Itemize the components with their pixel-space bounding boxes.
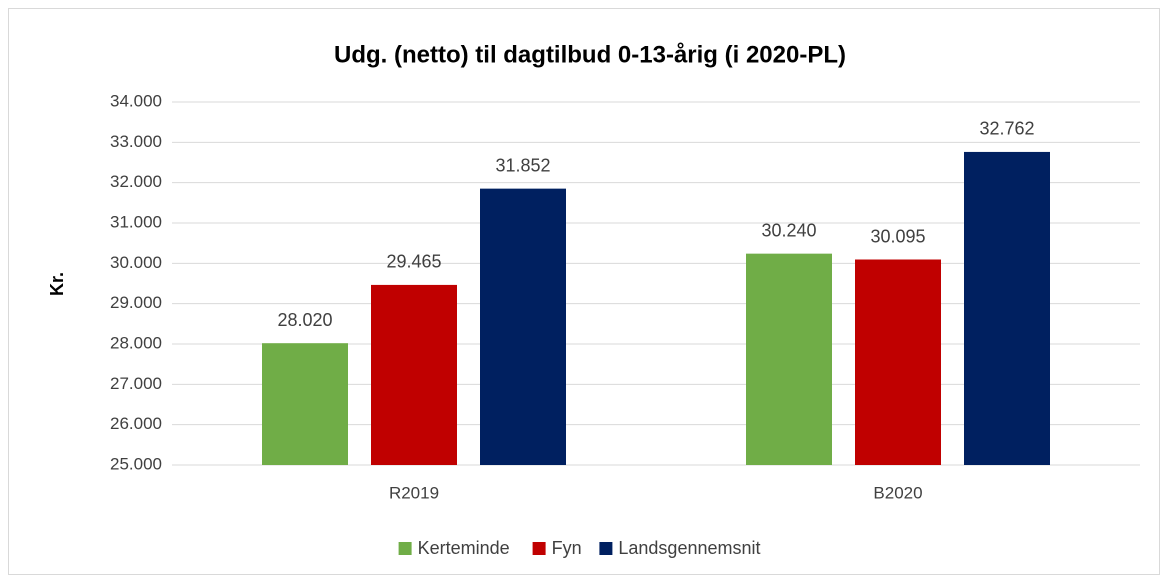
- y-tick-label: 33.000: [110, 132, 162, 151]
- data-label: 31.852: [495, 155, 550, 175]
- bar: [746, 253, 832, 465]
- x-tick-label: R2019: [389, 483, 439, 502]
- legend-label: Landsgennemsnit: [618, 538, 760, 558]
- data-label: 32.762: [979, 119, 1034, 139]
- legend-label: Fyn: [552, 538, 582, 558]
- bar: [964, 151, 1050, 465]
- legend-swatch: [398, 542, 412, 555]
- y-tick-label: 29.000: [110, 293, 162, 312]
- bar: [371, 284, 457, 465]
- y-tick-label: 31.000: [110, 212, 162, 231]
- x-tick-label: B2020: [873, 483, 922, 502]
- legend-label: Kerteminde: [418, 538, 510, 558]
- y-tick-label: 25.000: [110, 454, 162, 473]
- data-label: 29.465: [386, 252, 441, 272]
- data-label: 28.020: [277, 310, 332, 330]
- y-tick-label: 32.000: [110, 172, 162, 191]
- y-tick-label: 34.000: [110, 91, 162, 110]
- bar: [262, 343, 348, 465]
- data-label: 30.240: [761, 220, 816, 240]
- data-label: 30.095: [870, 226, 925, 246]
- y-tick-label: 28.000: [110, 333, 162, 352]
- bar: [855, 259, 941, 465]
- chart-title: Udg. (netto) til dagtilbud 0-13-årig (i …: [334, 41, 846, 68]
- y-tick-label: 26.000: [110, 414, 162, 433]
- bar: [480, 188, 566, 466]
- y-tick-label: 30.000: [110, 253, 162, 272]
- legend-swatch: [532, 542, 546, 555]
- legend-swatch: [599, 542, 613, 555]
- y-tick-label: 27.000: [110, 374, 162, 393]
- y-axis-label: Kr.: [47, 272, 67, 296]
